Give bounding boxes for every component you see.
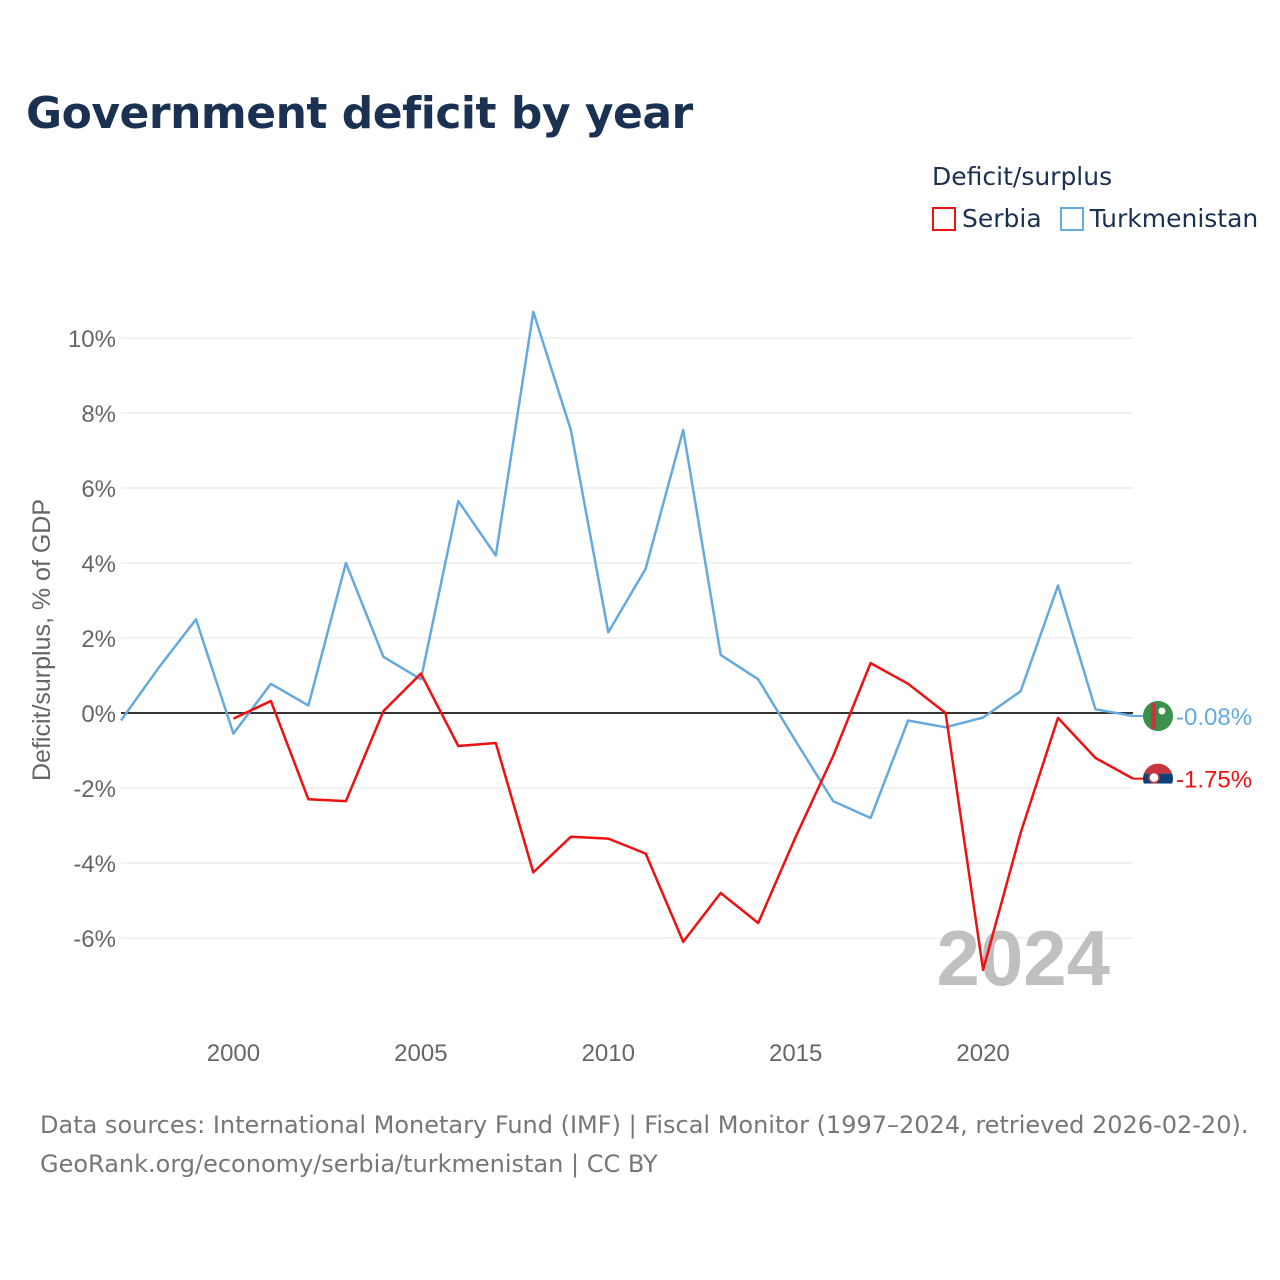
y-tick-label: -6% [73, 926, 116, 953]
legend-item-turkmenistan[interactable]: Turkmenistan [1059, 204, 1259, 233]
year-watermark: 2024 [936, 914, 1110, 1002]
x-tick-label: 2005 [394, 1040, 447, 1067]
y-tick-label: 0% [81, 701, 116, 728]
y-axis-label: Deficit/surplus, % of GDP [28, 499, 56, 781]
grid-lines [121, 337, 1133, 939]
series-lines [119, 310, 1134, 972]
chart-title: Government deficit by year [26, 88, 693, 139]
y-tick-label: 4% [81, 551, 116, 578]
legend-label-serbia: Serbia [962, 204, 1042, 233]
y-axis-ticks: -6% -4% -2% 0% 2% 4% 6% 8% 10% [68, 326, 116, 953]
end-label-serbia: -1.75% [1176, 767, 1252, 794]
flag-icon-turkmenistan [1143, 701, 1173, 731]
legend-title: Deficit/surplus [932, 162, 1113, 191]
x-tick-label: 2010 [582, 1040, 635, 1067]
y-tick-label: 2% [81, 626, 116, 653]
legend-label-turkmenistan: Turkmenistan [1089, 204, 1259, 233]
source-line-2[interactable]: GeoRank.org/economy/serbia/turkmenistan … [40, 1150, 658, 1178]
data-source: Data sources: International Monetary Fun… [40, 1106, 1248, 1184]
legend-swatch-turkmenistan [1059, 206, 1084, 231]
series-line-turkmenistan[interactable] [119, 310, 1134, 820]
x-tick-label: 2000 [207, 1040, 260, 1067]
y-tick-label: 6% [81, 476, 116, 503]
x-tick-label: 2020 [956, 1040, 1009, 1067]
legend-item-serbia[interactable]: Serbia [932, 204, 1042, 233]
flag-icon-serbia [1143, 763, 1173, 794]
y-tick-label: -4% [73, 851, 116, 878]
y-tick-label: 8% [81, 401, 116, 428]
y-tick-label: -2% [73, 776, 116, 803]
y-tick-label: 10% [68, 326, 116, 353]
x-tick-label: 2015 [769, 1040, 822, 1067]
end-label-turkmenistan: -0.08% [1176, 704, 1252, 731]
x-axis-ticks: 2000 2005 2010 2015 2020 [207, 1040, 1010, 1067]
source-line-1: Data sources: International Monetary Fun… [40, 1111, 1249, 1139]
legend: Serbia Turkmenistan [932, 204, 1276, 233]
legend-swatch-serbia [932, 206, 956, 231]
series-line-serbia[interactable] [232, 661, 1134, 972]
end-markers: -0.08% -1.75% [1133, 701, 1252, 794]
